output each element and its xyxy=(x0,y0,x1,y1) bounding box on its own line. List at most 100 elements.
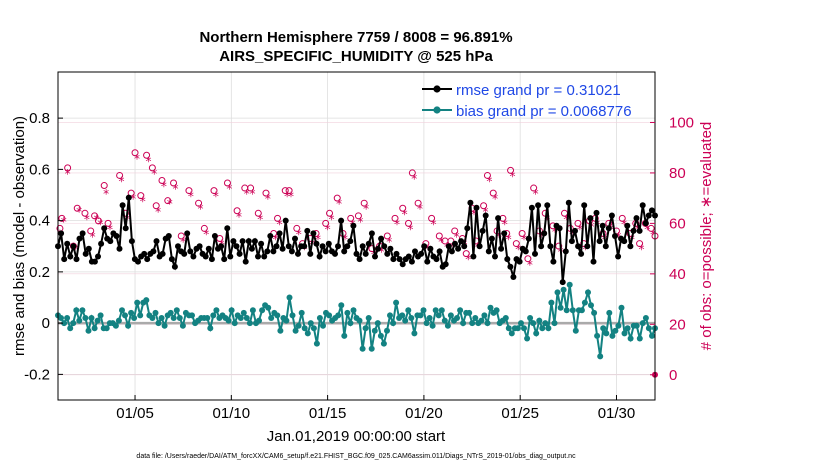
x-tick-label: 01/10 xyxy=(213,405,251,422)
obs-evaluated-point: * xyxy=(284,190,290,204)
left-axis-label: rmse and bias (model - observation) xyxy=(11,116,28,356)
bias-point xyxy=(594,332,601,339)
bias-point xyxy=(560,286,567,293)
obs-possible-point xyxy=(104,219,112,227)
rmse-point xyxy=(384,250,391,257)
bias-point xyxy=(612,327,619,334)
obs-possible-point xyxy=(143,151,151,159)
rmse-point xyxy=(233,243,240,250)
rmse-point xyxy=(239,238,246,245)
rmse-point xyxy=(107,238,114,245)
obs-evaluated-point: * xyxy=(146,154,152,168)
obs-possible-point xyxy=(530,184,538,192)
obs-possible-point xyxy=(489,189,497,197)
x-tick-label: 01/30 xyxy=(598,405,636,422)
obs-possible-point xyxy=(354,212,362,220)
rmse-point xyxy=(113,233,120,239)
obs-possible-point xyxy=(137,192,145,200)
bias-point xyxy=(67,325,74,332)
rmse-point xyxy=(211,233,218,239)
rmse-point xyxy=(565,199,572,206)
rmse-series xyxy=(55,194,658,286)
bias-point xyxy=(566,281,573,288)
rmse-point xyxy=(335,243,341,250)
rmse-point xyxy=(70,243,77,250)
rmse-point xyxy=(421,243,428,250)
rmse-point xyxy=(350,222,357,229)
bias-point xyxy=(533,330,540,337)
obs-evaluated-point: * xyxy=(502,217,508,231)
rmse-point xyxy=(227,253,234,260)
obs-possible-point xyxy=(512,240,520,248)
obs-possible-point xyxy=(347,214,355,222)
rmse-point xyxy=(593,209,600,216)
rmse-point xyxy=(387,245,394,252)
bias-point xyxy=(304,330,311,337)
bias-point xyxy=(365,315,372,321)
rmse-point xyxy=(208,256,215,263)
bias-point xyxy=(545,325,552,332)
obs-evaluated-point: * xyxy=(417,202,423,216)
obs-possible-point xyxy=(435,232,443,240)
obs-evaluated-point: * xyxy=(180,235,186,249)
rmse-point xyxy=(547,243,554,250)
rmse-point xyxy=(396,256,403,263)
bias-point xyxy=(204,315,211,321)
obs-evaluated-point: * xyxy=(527,258,533,272)
bias-point xyxy=(444,322,451,329)
rmse-point xyxy=(125,194,132,201)
bias-point xyxy=(307,320,314,327)
x-tick-label: 01/05 xyxy=(116,405,154,422)
rmse-point xyxy=(510,274,517,280)
obs-possible-point xyxy=(148,164,156,172)
bias-point xyxy=(554,289,561,296)
bias-point xyxy=(277,327,284,334)
obs-possible-point xyxy=(81,209,89,217)
bias-point xyxy=(179,322,186,329)
bias-point xyxy=(438,307,445,314)
obs-possible-point xyxy=(87,227,95,235)
bias-point xyxy=(384,327,390,334)
rmse-point xyxy=(95,253,101,260)
obs-evaluated-point: * xyxy=(273,233,279,247)
rmse-point xyxy=(550,258,557,265)
bias-point xyxy=(447,312,454,319)
obs-possible-point xyxy=(94,217,102,225)
obs-evaluated-point: * xyxy=(236,210,242,224)
obs-evaluated-point: * xyxy=(155,205,161,219)
rmse-point xyxy=(599,222,606,229)
obs-possible-point xyxy=(116,171,124,179)
bias-point xyxy=(591,309,598,316)
obs-possible-point xyxy=(333,194,341,202)
obs-evaluated-point: * xyxy=(226,182,232,196)
rmse-point xyxy=(470,253,477,260)
bias-point xyxy=(97,312,104,319)
obs-evaluated-point: * xyxy=(276,217,282,231)
rmse-point xyxy=(187,248,194,255)
rmse-point xyxy=(67,253,74,260)
obs-possible-point xyxy=(285,187,293,195)
rmse-point xyxy=(165,233,172,239)
obs-evaluated-point: * xyxy=(107,222,113,236)
bias-point xyxy=(572,327,579,334)
bias-point xyxy=(82,315,89,321)
bias-point xyxy=(536,317,543,324)
bias-point xyxy=(356,317,363,324)
bias-point xyxy=(423,320,430,327)
bias-point xyxy=(207,325,214,332)
bias-point xyxy=(231,320,238,327)
rmse-point xyxy=(587,215,594,222)
rmse-point xyxy=(528,204,535,211)
bias-point xyxy=(228,307,235,314)
rmse-point xyxy=(230,238,237,245)
bias-point xyxy=(265,304,272,311)
rmse-point xyxy=(184,230,191,237)
bias-point xyxy=(137,312,144,319)
bias-point xyxy=(606,309,613,316)
obs-possible-point xyxy=(262,189,270,197)
rmse-point xyxy=(572,227,578,234)
obs-evaluated-point: * xyxy=(486,174,492,188)
bias-point xyxy=(155,320,162,327)
obs-evaluated-point: * xyxy=(325,222,331,236)
rmse-point xyxy=(498,245,505,252)
